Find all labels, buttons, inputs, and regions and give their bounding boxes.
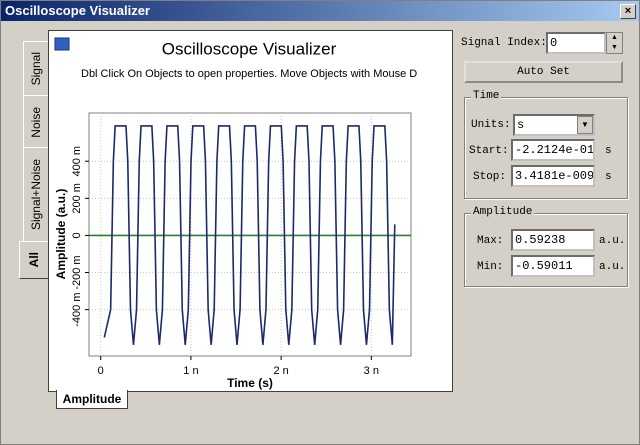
- window-title: Oscilloscope Visualizer: [5, 3, 150, 18]
- tab[interactable]: Signal: [23, 41, 48, 97]
- field-value: -2.2124e-010: [515, 143, 595, 157]
- label: Signal Index:: [461, 37, 547, 49]
- spin-buttons[interactable]: ▲ ▼: [606, 32, 623, 54]
- y-tick-label: 400 m: [71, 146, 83, 177]
- plot-area: [88, 112, 412, 357]
- chart-title: Oscilloscope Visualizer: [162, 39, 337, 58]
- x-tick-label: 3 n: [364, 365, 379, 377]
- chart-subtitle: Dbl Click On Objects to open properties.…: [81, 68, 417, 80]
- label: Min:: [477, 261, 504, 273]
- group-box: [464, 213, 628, 287]
- text-field[interactable]: -2.2124e-010: [511, 139, 595, 161]
- tab[interactable]: Signal+Noise: [23, 147, 48, 243]
- tab-label: All: [27, 252, 41, 268]
- text-field[interactable]: 3.4181e-009: [511, 165, 595, 187]
- tab-label: Signal+Noise: [29, 159, 43, 231]
- x-axis-label: Time (s): [227, 376, 273, 390]
- series-line: [103, 125, 396, 345]
- x-tick-label: 1 n: [183, 365, 198, 377]
- label: Start:: [469, 145, 509, 157]
- dropdown[interactable]: s: [513, 114, 595, 136]
- tab-label: Amplitude: [62, 392, 122, 406]
- field-value: 0.59238: [515, 233, 566, 247]
- label: Stop:: [473, 171, 507, 183]
- x-tick-label: 2 n: [273, 365, 288, 377]
- group-box: [464, 97, 628, 199]
- y-axis-label: Amplitude (a.u.): [54, 189, 68, 280]
- y-tick-label: 0: [71, 232, 83, 238]
- tab-label: Noise: [29, 106, 43, 138]
- label: Max:: [477, 235, 504, 247]
- unit: s: [605, 171, 612, 183]
- y-tick-label: 200 m: [71, 183, 83, 214]
- spin-value: 0: [550, 36, 558, 50]
- unit: a.u.: [599, 261, 626, 273]
- dropdown-arrow[interactable]: ▼: [577, 116, 593, 134]
- y-tick-label: -200 m: [71, 255, 83, 289]
- chart: Oscilloscope Visualizer Dbl Click On Obj…: [54, 37, 417, 390]
- tab[interactable]: Amplitude: [56, 390, 128, 409]
- text-field[interactable]: -0.59011: [511, 255, 595, 277]
- unit: s: [605, 145, 612, 157]
- field-value: 3.4181e-009: [515, 169, 595, 183]
- dropdown-value: s: [517, 118, 525, 132]
- icon: [54, 37, 70, 51]
- y-tick-label: -400 m: [71, 293, 83, 327]
- label: Units:: [471, 119, 511, 131]
- plot-panel: Oscilloscope Visualizer Dbl Click On Obj…: [48, 30, 453, 392]
- title-bar: Oscilloscope Visualizer ×: [1, 1, 639, 21]
- tab[interactable]: All: [19, 241, 48, 279]
- tab-label: Signal: [29, 52, 43, 86]
- spin-box[interactable]: 0: [546, 32, 606, 54]
- group-title: Amplitude: [471, 206, 535, 218]
- x-tick-label: 0: [98, 365, 104, 377]
- close-button[interactable]: ×: [620, 4, 636, 19]
- button-label: Auto Set: [517, 66, 570, 78]
- field-value: -0.59011: [515, 259, 573, 273]
- tab[interactable]: Noise: [23, 95, 48, 149]
- button[interactable]: Auto Set: [464, 61, 623, 83]
- unit: a.u.: [599, 235, 626, 247]
- group-title: Time: [471, 90, 502, 102]
- text-field[interactable]: 0.59238: [511, 229, 595, 251]
